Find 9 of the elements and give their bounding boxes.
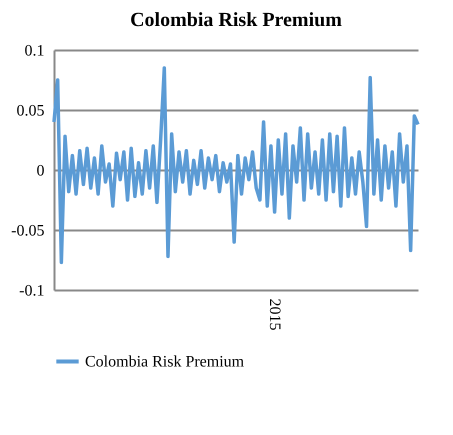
y-tick-label: -0.1 bbox=[19, 282, 44, 300]
chart-title: Colombia Risk Premium bbox=[130, 9, 342, 31]
line-series bbox=[52, 66, 420, 264]
y-tick-label: -0.05 bbox=[11, 222, 44, 240]
legend-label: Colombia Risk Premium bbox=[85, 354, 245, 370]
y-tick-label: 0.05 bbox=[16, 102, 44, 120]
y-tick-label: 0.1 bbox=[24, 42, 44, 60]
y-tick-label: 0 bbox=[36, 162, 44, 180]
x-tick-label: 2015 bbox=[266, 298, 284, 330]
